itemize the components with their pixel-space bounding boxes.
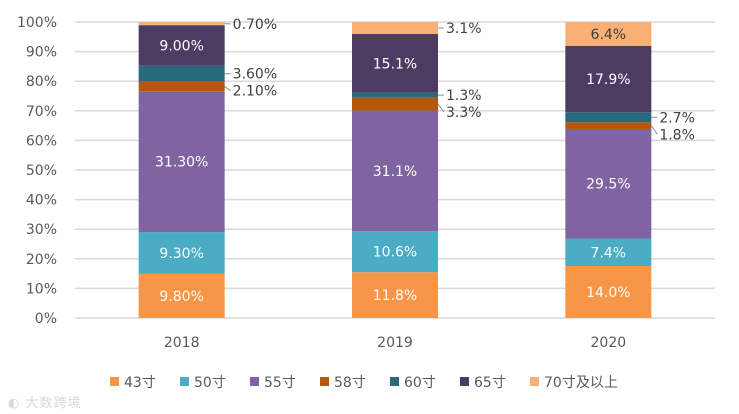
legend-swatch xyxy=(460,377,469,386)
bar-segment xyxy=(352,97,438,111)
legend-label: 65寸 xyxy=(474,375,506,391)
y-tick-label: 50% xyxy=(26,163,57,179)
data-label: 29.5% xyxy=(586,177,630,193)
label-leader-line xyxy=(224,86,231,92)
bar-segment xyxy=(352,92,438,98)
watermark-logo: ◐ 大数跨境 xyxy=(8,396,82,411)
bar-segment xyxy=(565,238,652,267)
bar-segment xyxy=(352,34,438,93)
bar-segment xyxy=(565,122,652,129)
bar-segment xyxy=(565,45,652,113)
y-tick-label: 40% xyxy=(26,193,57,209)
legend-swatch xyxy=(530,377,539,386)
bar-segment xyxy=(565,22,652,46)
y-tick-label: 90% xyxy=(26,45,57,61)
data-label: 7.4% xyxy=(591,245,627,261)
legend-label: 58寸 xyxy=(334,375,366,391)
legend-label: 55寸 xyxy=(264,375,296,391)
data-label: 31.1% xyxy=(373,164,417,180)
data-label: 15.1% xyxy=(373,56,417,72)
data-label: 9.00% xyxy=(159,38,203,54)
label-leader-line xyxy=(650,125,658,135)
y-tick-label: 10% xyxy=(26,281,57,297)
data-label: 0.70% xyxy=(233,17,277,33)
y-tick-label: 0% xyxy=(35,311,57,327)
bar-segment xyxy=(138,65,225,82)
legend-swatch xyxy=(320,377,329,386)
data-label: 1.8% xyxy=(659,127,695,143)
bar-segment xyxy=(565,266,652,318)
data-label: 9.30% xyxy=(159,246,203,262)
label-leader-line xyxy=(437,103,445,113)
y-tick-label: 60% xyxy=(26,133,57,149)
legend-label: 60寸 xyxy=(404,375,436,391)
legend-swatch xyxy=(390,377,399,386)
bar-segment xyxy=(138,22,225,26)
bar-segment xyxy=(565,128,652,239)
data-label: 14.0% xyxy=(586,285,630,301)
legend-label: 43寸 xyxy=(124,375,156,391)
data-label: 3.3% xyxy=(446,105,482,121)
data-label: 10.6% xyxy=(373,245,417,261)
data-label: 31.30% xyxy=(155,155,208,171)
bar-segment xyxy=(352,272,438,318)
bar-segment xyxy=(352,110,438,232)
bar-segment xyxy=(138,25,225,66)
y-tick-label: 80% xyxy=(26,74,57,90)
x-tick-label: 2018 xyxy=(164,335,200,351)
bar-segment xyxy=(352,22,438,35)
data-label: 6.4% xyxy=(591,27,627,43)
bar-segment xyxy=(352,231,438,273)
data-label: 9.80% xyxy=(159,289,203,305)
bar-segment xyxy=(565,112,652,123)
bar-segment xyxy=(138,273,225,318)
data-label: 2.7% xyxy=(659,110,695,126)
data-label: 17.9% xyxy=(586,72,630,88)
y-tick-label: 100% xyxy=(17,15,57,31)
bar-segment xyxy=(138,81,225,92)
legend-swatch xyxy=(250,377,259,386)
data-label: 1.3% xyxy=(446,88,482,104)
data-label: 2.10% xyxy=(233,84,277,100)
y-tick-label: 20% xyxy=(26,252,57,268)
data-label: 11.8% xyxy=(373,288,417,304)
legend-swatch xyxy=(180,377,189,386)
bar-segment xyxy=(138,91,225,233)
data-label: 3.60% xyxy=(233,67,277,83)
legend-label: 70寸及以上 xyxy=(544,375,618,391)
x-tick-label: 2020 xyxy=(591,335,627,351)
data-label: 3.1% xyxy=(446,21,482,37)
bar-segment xyxy=(138,232,225,274)
legend-swatch xyxy=(110,377,119,386)
y-tick-label: 70% xyxy=(26,104,57,120)
legend-label: 50寸 xyxy=(194,375,226,391)
x-tick-label: 2019 xyxy=(377,335,413,351)
y-tick-label: 30% xyxy=(26,222,57,238)
